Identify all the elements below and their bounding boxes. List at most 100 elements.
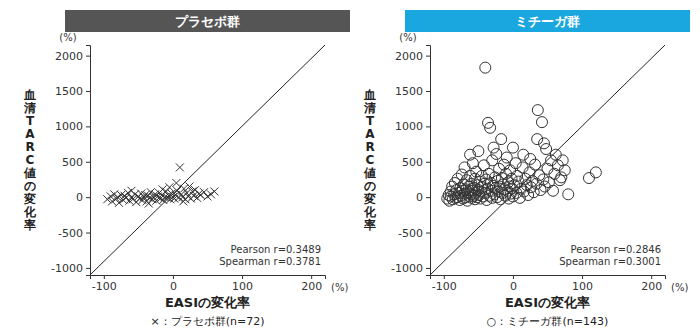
axis-line bbox=[86, 46, 91, 276]
x-tick bbox=[651, 275, 652, 279]
x-tick-group: 200 bbox=[301, 275, 322, 293]
y-tick bbox=[426, 268, 430, 269]
x-tick-group: 0 bbox=[510, 275, 517, 293]
y-tick-label: 500 bbox=[402, 156, 423, 169]
point bbox=[548, 185, 559, 196]
y-tick-label: -1000 bbox=[391, 262, 423, 275]
y-unit: (%) bbox=[399, 32, 416, 43]
point bbox=[172, 179, 180, 187]
title: ミチーガ群 bbox=[515, 14, 580, 29]
point bbox=[159, 185, 167, 193]
y-tick bbox=[86, 197, 90, 198]
x-tick-label: -100 bbox=[92, 280, 117, 293]
point bbox=[530, 159, 541, 170]
x-tick-label: -100 bbox=[432, 280, 457, 293]
point bbox=[590, 167, 601, 178]
point bbox=[459, 162, 470, 173]
x-tick-group: 100 bbox=[232, 275, 253, 293]
axis-line bbox=[91, 276, 326, 280]
x-tick-group: 0 bbox=[170, 275, 177, 293]
reference-line bbox=[430, 45, 665, 275]
point bbox=[127, 187, 135, 195]
point bbox=[557, 155, 568, 166]
point bbox=[165, 183, 173, 191]
figure: プラセボ群-1000100200-1000-500050010001500200… bbox=[0, 0, 700, 334]
y-tick bbox=[86, 233, 90, 234]
y-tick-label: 2000 bbox=[55, 50, 83, 63]
point bbox=[536, 117, 547, 128]
y-tick-label: -1000 bbox=[51, 262, 83, 275]
panel: ミチーガ群-1000100200-1000-500050010001500200… bbox=[363, 10, 690, 328]
point bbox=[532, 105, 543, 116]
x-tick-label: 100 bbox=[232, 280, 253, 293]
point bbox=[583, 173, 594, 184]
y-tick bbox=[426, 126, 430, 127]
x-tick bbox=[242, 275, 243, 279]
y-tick-label: 0 bbox=[416, 191, 423, 204]
point bbox=[200, 188, 208, 196]
x-axis-title: EASIの変化率 bbox=[505, 295, 590, 310]
y-tick bbox=[426, 233, 430, 234]
plot-area bbox=[90, 45, 325, 275]
panel: プラセボ群-1000100200-1000-500050010001500200… bbox=[23, 10, 350, 328]
y-tick-group: -500 bbox=[58, 227, 90, 240]
point bbox=[473, 146, 484, 157]
point bbox=[485, 122, 496, 133]
y-tick bbox=[426, 197, 430, 198]
y-tick-group: 2000 bbox=[395, 50, 430, 63]
point bbox=[179, 197, 187, 205]
x-tick bbox=[104, 275, 105, 279]
point bbox=[556, 172, 567, 183]
y-tick bbox=[426, 56, 430, 57]
y-tick-label: -500 bbox=[58, 227, 83, 240]
y-axis: -1000-5000500100015002000 bbox=[51, 46, 90, 276]
axis-line bbox=[431, 276, 666, 280]
annotation: Spearman r=0.3781 bbox=[219, 256, 321, 267]
title: プラセボ群 bbox=[175, 14, 240, 29]
y-tick-label: 1500 bbox=[55, 85, 83, 98]
x-tick-label: 200 bbox=[641, 280, 662, 293]
caption: ×：プラセボ群(n=72) bbox=[151, 315, 265, 328]
point bbox=[210, 187, 218, 195]
annotation: Pearson r=0.2846 bbox=[571, 244, 661, 255]
y-axis-title: 血清TARC値の変化率 bbox=[23, 88, 37, 232]
point bbox=[145, 200, 153, 208]
y-tick-group: -1000 bbox=[51, 262, 90, 275]
annotation: Pearson r=0.3489 bbox=[231, 244, 321, 255]
x-tick bbox=[513, 275, 514, 279]
y-tick-group: -500 bbox=[398, 227, 430, 240]
point bbox=[543, 177, 554, 188]
x-tick-label: 200 bbox=[301, 280, 322, 293]
y-tick-group: 500 bbox=[402, 156, 430, 169]
x-axis-title: EASIの変化率 bbox=[165, 295, 250, 310]
y-unit: (%) bbox=[59, 32, 76, 43]
title-box bbox=[65, 10, 350, 32]
y-tick-group: 1500 bbox=[395, 85, 430, 98]
y-tick-label: 500 bbox=[62, 156, 83, 169]
point bbox=[563, 189, 574, 200]
x-tick bbox=[444, 275, 445, 279]
y-tick bbox=[86, 91, 90, 92]
annotation: Spearman r=0.3001 bbox=[559, 256, 661, 267]
x-axis: -100 0 100 200 bbox=[431, 275, 666, 293]
point bbox=[115, 199, 123, 207]
y-tick-label: -500 bbox=[398, 227, 423, 240]
point bbox=[108, 197, 116, 205]
y-tick-group: 1000 bbox=[55, 120, 90, 133]
caption: ○：ミチーガ群(n=143) bbox=[487, 315, 608, 328]
x-tick bbox=[582, 275, 583, 279]
point bbox=[478, 160, 489, 171]
x-tick-group: 100 bbox=[572, 275, 593, 293]
y-tick-label: 1000 bbox=[55, 120, 83, 133]
point bbox=[511, 187, 522, 198]
point bbox=[559, 165, 570, 176]
y-tick-label: 1500 bbox=[395, 85, 423, 98]
y-tick bbox=[86, 268, 90, 269]
y-tick-group: 0 bbox=[416, 191, 430, 204]
y-tick-group: 2000 bbox=[55, 50, 90, 63]
axis-line bbox=[426, 46, 431, 276]
y-tick-group: 1000 bbox=[395, 120, 430, 133]
x-tick bbox=[311, 275, 312, 279]
y-tick bbox=[86, 56, 90, 57]
point bbox=[541, 144, 552, 155]
